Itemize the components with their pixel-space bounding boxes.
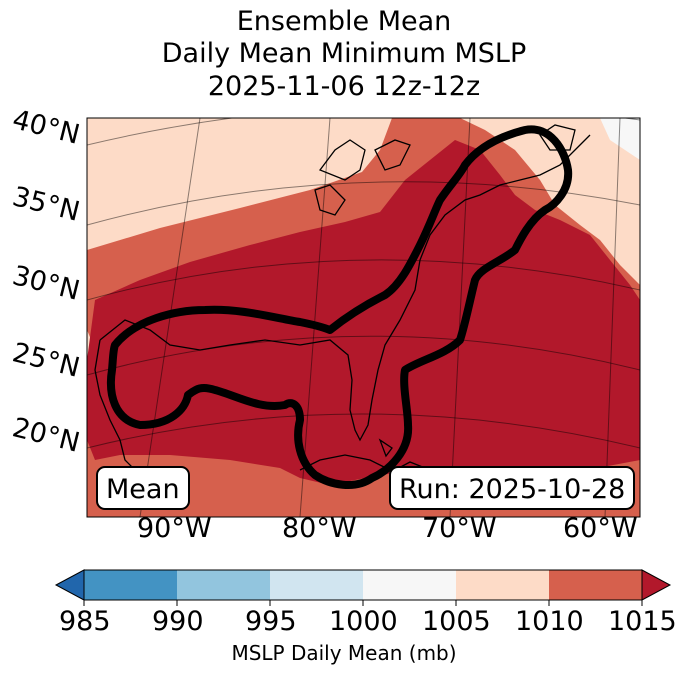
colorbar-tick-1005: 1005 [422,606,491,637]
field-above-1015 [87,140,640,485]
field-1005-1010-east [460,118,640,285]
colorbar-tick-985: 985 [59,606,111,637]
colorbar-bin-1005-1010 [456,570,549,600]
colorbar-tick-1015: 1015 [608,606,677,637]
colorbar-bin-985-990 [84,570,177,600]
colorbar-tick-1010: 1010 [515,606,584,637]
mean-contour [107,125,573,489]
lon-label-80w: 80°W [282,513,357,544]
colorbar-tick-990: 990 [152,606,204,637]
title-line-1: Ensemble Mean [236,6,452,37]
colorbar-bin-1000-1005 [363,570,456,600]
colorbar-extend-low [54,569,85,601]
colorbar-label: MSLP Daily Mean (mb) [231,641,457,665]
map-frame [86,117,641,518]
colorbar-tick-995: 995 [245,606,297,637]
colorbar-bin-990-995 [177,570,270,600]
colorbar-extend-high [641,569,672,601]
lon-label-60w: 60°W [563,513,638,544]
title-line-2: Daily Mean Minimum MSLP [161,38,527,69]
field-1005-1010-corner [100,118,185,160]
lon-label-70w: 70°W [422,513,497,544]
colorbar-bin-995-1000 [270,570,363,600]
title-line-3: 2025-11-06 12z-12z [207,71,481,102]
field-1000-1005 [600,118,640,160]
lon-label-90w: 90°W [137,513,212,544]
colorbar-tick-1000: 1000 [329,606,398,637]
mean-badge: Mean [96,466,190,510]
field-1005-1010-west [87,118,392,250]
colorbar-bin-1010-1015 [549,570,642,600]
run-badge: Run: 2025-10-28 [389,466,636,510]
